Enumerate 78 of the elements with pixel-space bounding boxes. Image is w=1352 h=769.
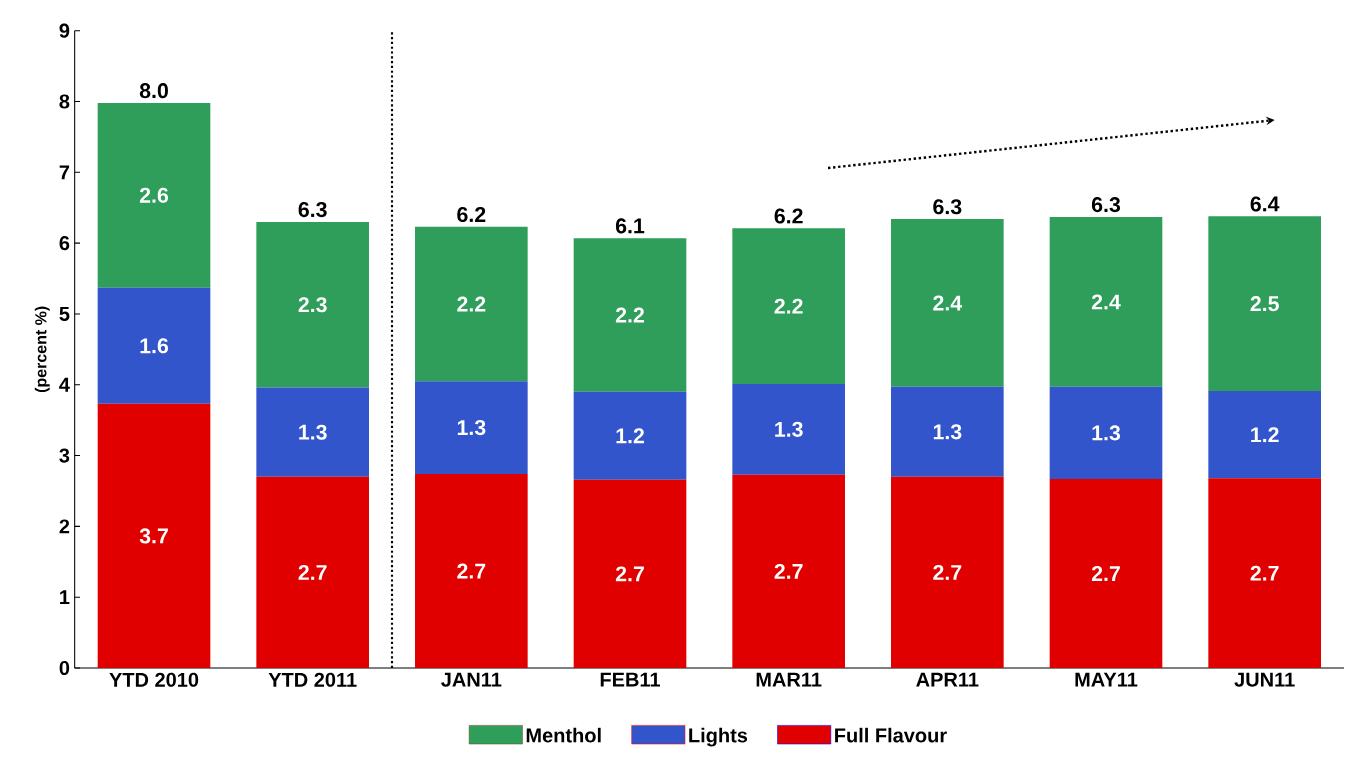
data-label: 2.7 [1091,566,1120,581]
data-label: 2.7 [615,566,644,582]
bar [891,476,1004,668]
x-tick-label: FEB11 [600,672,661,687]
bar [256,387,369,477]
data-label: 1.6 [140,338,169,354]
data-label: 2.4 [933,295,963,311]
bar [732,384,845,475]
legend-label: Full Flavour [835,727,947,743]
x-tick-label: APR11 [916,672,979,687]
x-tick-label: MAR11 [756,672,822,687]
data-label: 3.7 [139,528,168,544]
bar [1049,386,1163,479]
total-label: 8.0 [139,83,168,99]
data-label: 2.2 [457,296,486,312]
total-label: 6.1 [615,218,645,234]
data-label: 1.3 [933,424,962,440]
y-tick-label: 6 [59,236,70,251]
data-label: 1.3 [457,420,486,436]
bar [256,476,369,668]
bar [415,381,528,474]
bar [1208,216,1321,392]
y-tick-label: 0 [59,660,70,676]
bar [891,386,1004,477]
bar [891,219,1004,387]
y-axis-title: (percent %) [34,306,50,393]
total-label: 6.3 [1091,197,1121,213]
bar [732,228,845,385]
bar [97,102,211,288]
data-label: 2.7 [933,564,962,580]
total-label: 6.2 [774,208,803,224]
data-label: 2.4 [1091,294,1121,310]
data-label: 1.3 [1092,425,1121,441]
bar [573,479,687,668]
y-tick-label: 3 [59,448,70,463]
bar [1208,478,1321,668]
total-label: 6.3 [933,199,962,215]
x-tick-label: JUN11 [1234,672,1295,687]
data-label: 2.5 [1250,296,1279,312]
y-tick-label: 8 [59,94,70,109]
data-label: 2.6 [139,187,169,203]
bar [573,238,687,392]
data-label: 2.7 [1250,565,1279,581]
legend-label: Lights [689,727,748,747]
data-label: 1.3 [775,421,803,437]
x-tick-label: MAY11 [1075,672,1138,687]
bar [97,403,211,668]
bar [97,287,211,404]
bar [1208,391,1321,479]
bar [1049,478,1163,668]
x-tick-label: YTD 2011 [268,672,357,687]
data-label: 2.2 [615,307,644,323]
data-label: 2.2 [774,298,803,314]
bar [573,391,687,480]
y-tick-label: 9 [59,23,70,38]
y-tick-label: 1 [60,590,70,605]
total-label: 6.3 [298,202,327,218]
y-tick-label: 4 [59,377,70,392]
y-tick-label: 5 [59,306,70,321]
bar [415,473,528,668]
y-tick-label: 2 [59,519,70,534]
data-label: 1.3 [299,424,327,440]
y-tick-label: 7 [59,165,70,180]
data-label: 1.2 [616,428,644,444]
data-label: 2.7 [298,564,327,580]
x-tick-label: JAN11 [441,672,502,687]
total-label: 6.2 [457,207,486,223]
bar [415,226,528,382]
x-tick-label: YTD 2010 [109,672,199,687]
data-label: 2.7 [457,563,486,579]
data-label: 2.7 [774,563,803,579]
bar [256,221,369,388]
bar [1049,216,1163,387]
data-label: 2.3 [298,297,327,313]
bar [732,474,845,668]
total-label: 6.4 [1250,196,1280,212]
legend-label: Menthol [526,727,601,743]
data-label: 1.2 [1251,427,1279,443]
